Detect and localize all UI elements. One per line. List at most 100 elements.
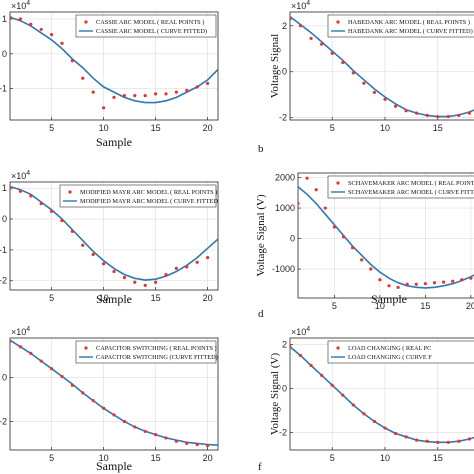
x-tick-label: 15 — [151, 123, 161, 133]
y-tick-label: -1 — [0, 245, 7, 255]
data-point-real — [133, 280, 137, 284]
legend-box — [327, 14, 474, 38]
data-point-real — [81, 76, 85, 80]
data-point-real — [323, 206, 327, 210]
data-point-real — [457, 439, 461, 443]
legend-entry: LOAD CHANGING ( CURVE F — [348, 354, 432, 361]
data-point-real — [469, 276, 473, 280]
data-point-real — [91, 90, 95, 94]
data-point-real — [305, 176, 309, 180]
y-tick-label: 1 — [2, 183, 7, 193]
y-axis-label: Voltage Signal — [269, 34, 281, 98]
data-point-real — [102, 262, 106, 266]
y-tick-label: 0 — [2, 49, 7, 59]
legend-entry: CASSIE ARC MODEL ( REAL POINTS ) — [96, 19, 204, 26]
data-point-real — [29, 351, 33, 355]
data-point-real — [372, 419, 377, 424]
x-tick-label: 15 — [151, 293, 161, 303]
legend-entry: CASSIE ARC MODEL ( CURVE FITTED) — [96, 28, 207, 35]
data-point-real — [351, 246, 355, 250]
x-tick-label: 5 — [330, 123, 335, 133]
data-point-real — [50, 33, 54, 37]
data-point-real — [206, 81, 210, 86]
data-point-real — [39, 359, 43, 363]
data-point-real — [404, 109, 408, 113]
data-point-real — [425, 439, 429, 443]
data-point-real — [18, 189, 22, 193]
data-point-real — [330, 383, 334, 387]
x-tick-label: 15 — [151, 453, 161, 463]
data-point-real — [185, 441, 189, 446]
data-point-real — [383, 97, 387, 101]
x-axis-label: Sample — [96, 135, 132, 149]
data-point-real — [164, 272, 168, 277]
x-tick-label: 15 — [420, 301, 430, 311]
data-point-real — [332, 225, 336, 229]
data-point-real — [81, 243, 85, 247]
y-tick-label: 2000 — [275, 173, 295, 183]
legend: MODIFIED MAYR ARC MODEL ( REAL POINTS ) M… — [59, 184, 218, 208]
y-tick-label: -2 — [0, 276, 7, 286]
data-point-real — [143, 94, 147, 98]
data-point-real — [133, 425, 137, 429]
data-point-real — [60, 218, 64, 223]
data-point-real — [405, 282, 409, 286]
data-point-real — [351, 403, 355, 407]
data-point-real — [195, 260, 199, 264]
legend-box — [327, 175, 474, 199]
data-point-real — [29, 22, 33, 26]
y-tick-label: 1 — [2, 14, 7, 24]
series-line-curve-fitted — [10, 185, 218, 281]
data-point-real — [436, 114, 440, 119]
data-point-real — [50, 367, 54, 371]
data-point-real — [396, 285, 400, 289]
data-point-real — [70, 383, 74, 387]
data-point-real — [174, 439, 178, 443]
y-exponent-label: ×104 — [11, 326, 30, 337]
data-point-real — [39, 27, 43, 32]
x-axis-label: Sample — [371, 292, 407, 306]
x-tick-label: 10 — [99, 293, 109, 303]
data-point-real — [378, 278, 382, 282]
legend-box — [75, 340, 217, 364]
plot-frame — [9, 337, 219, 451]
y-tick-label: 0 — [282, 384, 287, 394]
data-point-real — [206, 256, 210, 260]
data-point-real — [320, 42, 324, 46]
data-point-real — [415, 111, 419, 115]
data-point-real — [39, 202, 43, 206]
series-line-curve-fitted — [298, 186, 474, 289]
data-point-real — [143, 283, 147, 287]
data-point-real — [330, 51, 334, 55]
data-point-real — [442, 280, 446, 284]
legend-entry: LOAD CHANGING ( REAL PC — [348, 345, 431, 352]
plot-frame — [297, 172, 474, 299]
data-point-real — [164, 92, 168, 96]
plot-area — [290, 15, 474, 119]
x-tick-label: 5 — [49, 123, 54, 133]
plot-area — [10, 339, 218, 448]
data-point-real — [70, 59, 74, 63]
data-point-real — [423, 282, 427, 286]
plot-area — [290, 345, 474, 444]
legend-entry: SCHAVEMAKER ARC MODEL ( CURVE FITTED) — [348, 189, 474, 196]
data-point-real — [415, 438, 419, 442]
data-point-real — [414, 282, 418, 286]
data-point-real — [362, 81, 366, 85]
x-tick-label: 10 — [375, 301, 385, 311]
data-point-real — [70, 229, 74, 233]
data-point-real — [112, 269, 116, 274]
data-point-real — [112, 95, 116, 99]
data-point-real — [81, 391, 85, 395]
data-point-real — [432, 281, 437, 285]
data-point-real — [195, 442, 199, 447]
y-tick-label: -2 — [0, 416, 7, 426]
data-point-real — [91, 252, 95, 257]
data-point-real — [360, 258, 364, 262]
y-tick-label: -2 — [279, 113, 287, 123]
data-point-real — [185, 265, 189, 269]
legend-entry: SCHAVEMAKER ARC MODEL ( REAL POINTS ) — [348, 180, 474, 187]
data-point-real — [369, 267, 373, 271]
y-exponent-label: ×104 — [11, 170, 30, 181]
